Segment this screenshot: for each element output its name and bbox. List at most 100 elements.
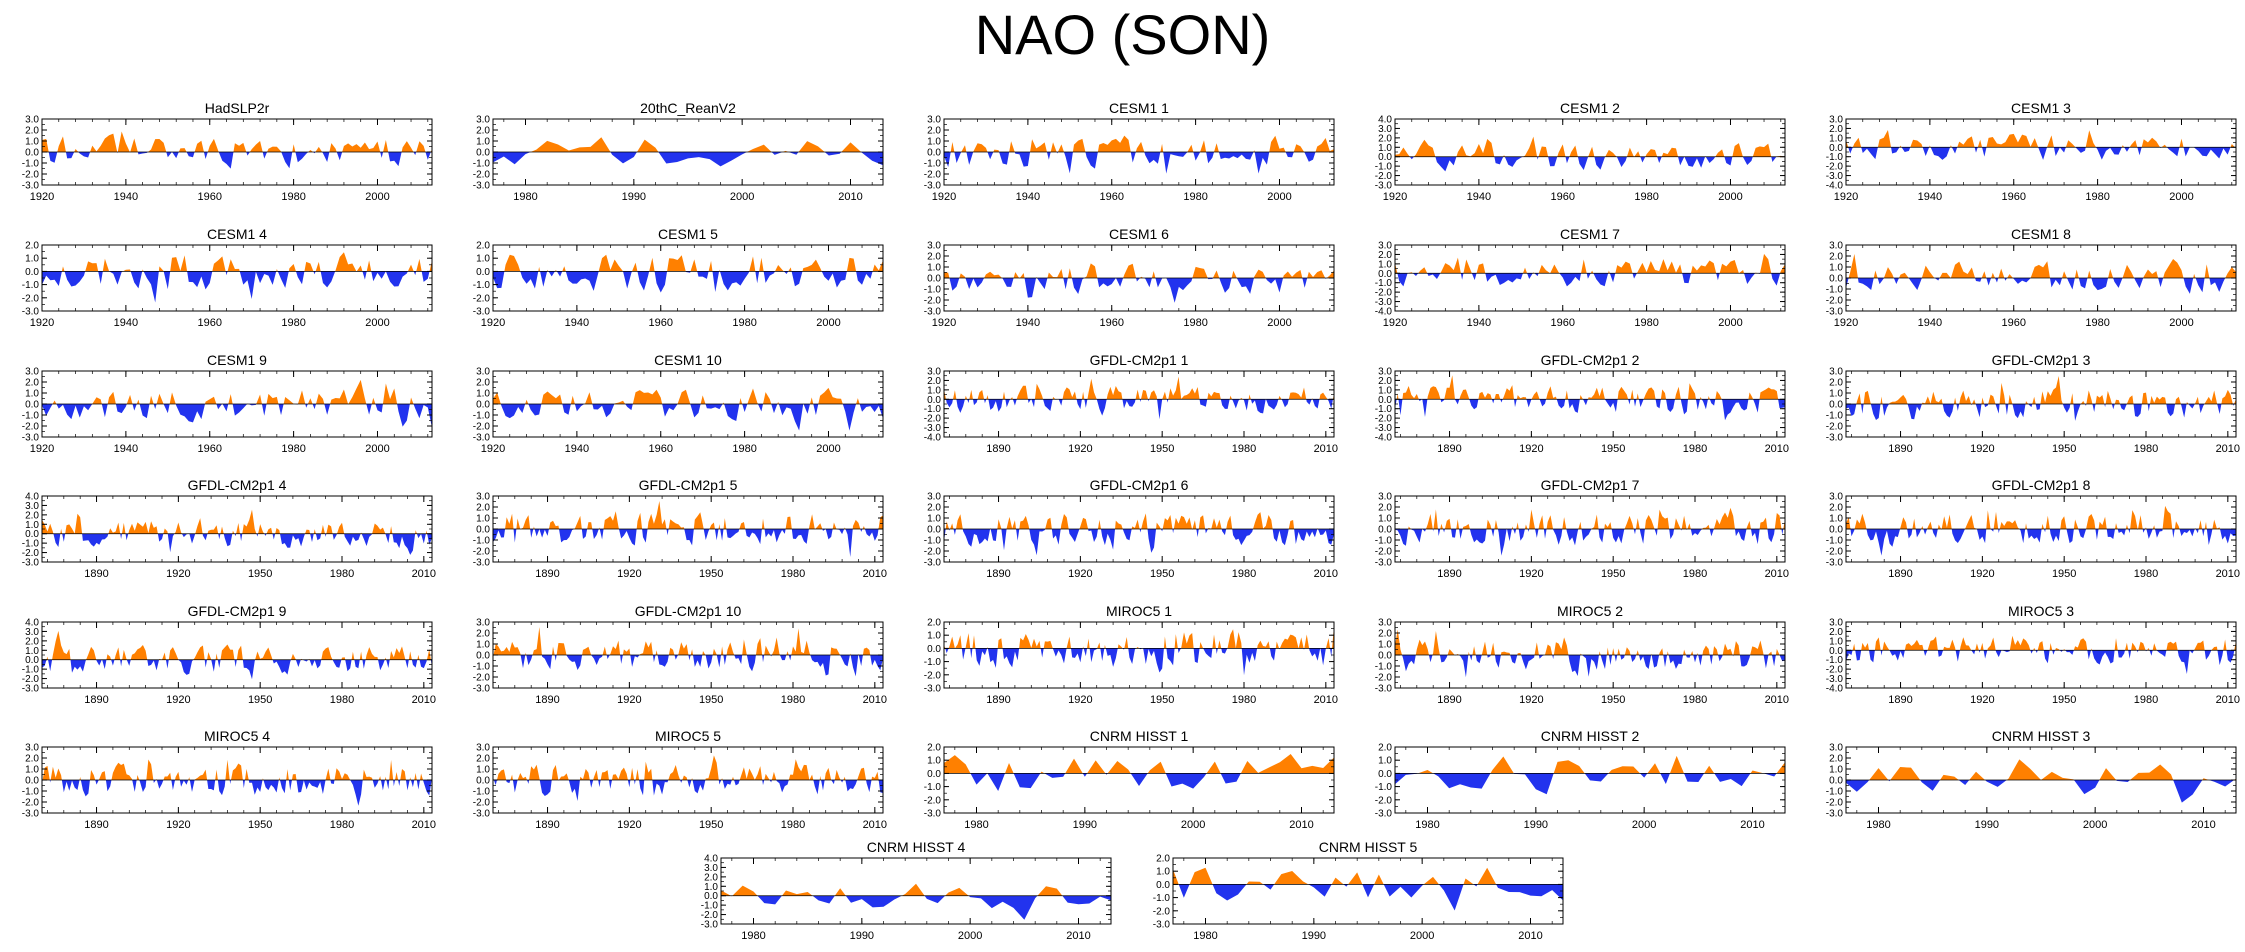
x-tick-label: 1950 — [248, 819, 272, 831]
y-tick-label: 2.0 — [25, 126, 39, 137]
y-tick-label: 2.0 — [1378, 133, 1392, 144]
x-tick-label: 1940 — [114, 443, 138, 455]
y-tick-label: 0.0 — [1829, 525, 1843, 536]
x-tick-label: 2000 — [816, 317, 840, 329]
y-tick-label: -4.0 — [1375, 307, 1393, 318]
x-tick-label: 1950 — [1150, 443, 1174, 455]
negative-area — [944, 399, 1334, 420]
x-tick-label: 1920 — [1970, 694, 1994, 706]
negative-area — [42, 152, 432, 169]
y-tick-label: 3.0 — [1829, 492, 1843, 503]
negative-area — [1409, 156, 1785, 172]
y-tick-label: 0.0 — [927, 644, 941, 655]
positive-area — [1395, 253, 1785, 274]
y-tick-label: -1.0 — [1826, 787, 1844, 798]
y-tick-label: 0.0 — [1378, 651, 1392, 662]
x-tick-label: 1990 — [1524, 819, 1548, 831]
y-tick-label: 3.0 — [1829, 241, 1843, 252]
y-tick-label: -1.0 — [473, 662, 491, 673]
y-tick-label: -1.0 — [22, 411, 40, 422]
y-tick-label: 1.0 — [704, 882, 718, 893]
panel-title: GFDL-CM2p1 3 — [1992, 352, 2091, 368]
negative-area — [493, 271, 883, 293]
x-tick-label: 1890 — [535, 819, 559, 831]
y-tick-label: -1.0 — [924, 657, 942, 668]
negative-area — [53, 533, 432, 555]
x-tick-label: 1920 — [1383, 191, 1407, 203]
y-tick-label: 1.0 — [1829, 514, 1843, 525]
x-tick-label: 1980 — [1866, 819, 1890, 831]
x-tick-label: 1920 — [932, 317, 956, 329]
x-tick-label: 1920 — [30, 191, 54, 203]
y-tick-label: 3.0 — [1378, 618, 1392, 629]
x-tick-label: 1950 — [1150, 694, 1174, 706]
y-tick-label: -3.0 — [1153, 920, 1171, 931]
x-tick-label: 1890 — [84, 568, 108, 580]
negative-area — [493, 655, 883, 677]
x-tick-label: 1940 — [1467, 317, 1491, 329]
x-tick-label: 1980 — [732, 443, 756, 455]
x-tick-label: 1920 — [1970, 443, 1994, 455]
y-tick-label: 2.0 — [476, 503, 490, 514]
y-tick-label: 1.0 — [25, 765, 39, 776]
negative-area — [42, 271, 432, 303]
x-tick-label: 1950 — [1150, 568, 1174, 580]
y-tick-label: 3.0 — [927, 241, 941, 252]
positive-area — [1173, 867, 1497, 885]
y-tick-label: 3.0 — [1829, 618, 1843, 629]
y-tick-label: 3.0 — [476, 618, 490, 629]
negative-area — [1395, 773, 1777, 795]
y-tick-label: -1.0 — [1375, 662, 1393, 673]
negative-area — [1846, 278, 2236, 294]
negative-area — [42, 659, 432, 680]
y-tick-label: 2.0 — [927, 376, 941, 387]
panel-frame — [943, 621, 1335, 689]
x-tick-label: 1990 — [850, 930, 874, 942]
panel-title: MIROC5 5 — [655, 728, 721, 744]
x-tick-label: 2010 — [838, 191, 862, 203]
y-tick-label: 1.0 — [927, 263, 941, 274]
positive-area — [42, 509, 432, 534]
y-tick-label: 3.0 — [1378, 241, 1392, 252]
negative-area — [1395, 273, 1785, 287]
x-tick-label: 1890 — [84, 819, 108, 831]
y-tick-label: 0.0 — [476, 400, 490, 411]
y-tick-label: 0.0 — [476, 651, 490, 662]
panel-title: GFDL-CM2p1 9 — [188, 603, 287, 619]
x-tick-label: 1980 — [2134, 694, 2158, 706]
y-tick-label: 2.0 — [1829, 378, 1843, 389]
panel-title: GFDL-CM2p1 6 — [1090, 477, 1189, 493]
x-tick-label: 2000 — [2083, 819, 2107, 831]
y-tick-label: 2.0 — [927, 126, 941, 137]
chart-panel: MIROC5 5 3.02.01.00.0-1.0-2.0-3.0 1890 1920… — [473, 728, 887, 831]
negative-area — [1395, 655, 1785, 678]
y-tick-label: -2.0 — [1826, 296, 1844, 307]
x-tick-label: 1890 — [1437, 694, 1461, 706]
panel-frame — [1845, 621, 2237, 689]
x-tick-label: 1920 — [1519, 694, 1543, 706]
x-tick-label: 1950 — [1601, 568, 1625, 580]
x-tick-label: 1980 — [1634, 317, 1658, 329]
y-tick-label: -3.0 — [1826, 433, 1844, 444]
x-tick-label: 1990 — [1073, 819, 1097, 831]
x-tick-label: 1920 — [1834, 191, 1858, 203]
x-tick-label: 1920 — [617, 819, 641, 831]
panel-title: CNRM HISST 1 — [1090, 728, 1189, 744]
x-tick-label: 1920 — [166, 819, 190, 831]
x-tick-label: 2010 — [412, 819, 436, 831]
y-tick-label: -1.0 — [473, 536, 491, 547]
y-tick-label: -2.0 — [924, 296, 942, 307]
panel-title: GFDL-CM2p1 8 — [1992, 477, 2091, 493]
chart-panel: MIROC5 3 3.02.01.00.0-1.0-2.0-3.0-4.0 1890… — [1826, 603, 2240, 706]
panel-title: CESM1 5 — [658, 226, 718, 242]
y-tick-label: 1.0 — [1829, 389, 1843, 400]
y-tick-label: 0.0 — [1829, 776, 1843, 787]
chart-panel: CNRM HISST 3 3.02.01.00.0-1.0-2.0-3.0 1980… — [1826, 728, 2237, 831]
y-tick-label: -3.0 — [1375, 423, 1393, 434]
x-tick-label: 2010 — [863, 568, 887, 580]
x-tick-label: 2000 — [1181, 819, 1205, 831]
positive-area — [1417, 755, 1785, 774]
positive-area — [61, 252, 432, 272]
